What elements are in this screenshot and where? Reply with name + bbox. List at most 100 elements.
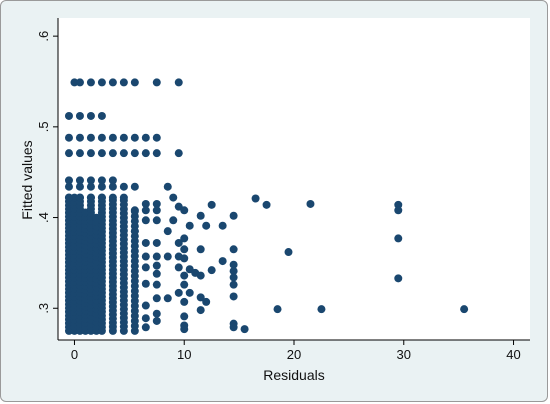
- data-point: [185, 221, 194, 230]
- data-point: [152, 133, 161, 142]
- x-tick-label: 10: [177, 347, 191, 362]
- data-point: [119, 193, 128, 202]
- data-point: [196, 306, 205, 315]
- data-point: [97, 176, 106, 185]
- data-point: [75, 182, 84, 191]
- data-point: [141, 199, 150, 208]
- data-point: [141, 301, 150, 310]
- data-point: [130, 227, 139, 236]
- data-point: [202, 221, 211, 230]
- data-point: [229, 280, 238, 289]
- data-point: [163, 227, 172, 236]
- data-point: [64, 111, 73, 120]
- data-point: [196, 245, 205, 254]
- data-point: [218, 221, 227, 230]
- data-point: [130, 133, 139, 142]
- data-point: [229, 273, 238, 282]
- data-point: [64, 133, 73, 142]
- data-point: [119, 149, 128, 158]
- data-point: [75, 133, 84, 142]
- data-point: [394, 234, 403, 243]
- data-point: [141, 238, 150, 247]
- data-point: [180, 206, 189, 215]
- data-point: [152, 261, 161, 270]
- data-point: [394, 206, 403, 215]
- data-point: [196, 293, 205, 302]
- data-point: [130, 78, 139, 87]
- data-point: [152, 206, 161, 215]
- data-point: [152, 252, 161, 261]
- data-point: [108, 149, 117, 158]
- data-point: [97, 111, 106, 120]
- data-point: [394, 274, 403, 283]
- data-point: [119, 182, 128, 191]
- data-point: [207, 266, 216, 275]
- y-tick-label: .5: [36, 121, 51, 132]
- data-point: [196, 271, 205, 280]
- data-point: [108, 78, 117, 87]
- data-point: [130, 182, 139, 191]
- data-point: [97, 193, 106, 202]
- data-point: [174, 238, 183, 247]
- data-point: [218, 257, 227, 266]
- data-point: [86, 176, 95, 185]
- data-point: [141, 279, 150, 288]
- data-point: [180, 254, 189, 263]
- data-point: [86, 111, 95, 120]
- data-point: [240, 325, 249, 334]
- data-point: [174, 288, 183, 297]
- data-point: [152, 269, 161, 278]
- x-tick-label: 20: [287, 347, 301, 362]
- data-point: [202, 297, 211, 306]
- data-point: [70, 78, 79, 87]
- data-point: [152, 216, 161, 225]
- y-tick-label: .3: [36, 303, 51, 314]
- x-tick-label: 0: [71, 347, 78, 362]
- data-point: [141, 323, 150, 332]
- data-point: [75, 111, 84, 120]
- x-axis-label: Residuals: [263, 367, 324, 383]
- data-point: [75, 176, 84, 185]
- plot-area: [58, 18, 530, 340]
- data-point: [141, 314, 150, 323]
- data-point: [229, 211, 238, 220]
- data-point: [163, 252, 172, 261]
- data-point: [152, 78, 161, 87]
- data-point: [174, 149, 183, 158]
- data-point: [64, 149, 73, 158]
- data-point: [119, 133, 128, 142]
- data-point: [64, 182, 73, 191]
- data-point: [86, 182, 95, 191]
- data-point: [152, 199, 161, 208]
- data-point: [163, 182, 172, 191]
- data-point: [64, 193, 73, 202]
- data-point: [141, 149, 150, 158]
- data-point: [273, 305, 282, 314]
- data-point: [108, 133, 117, 142]
- y-axis-label: Fitted values: [19, 140, 35, 219]
- data-point: [97, 149, 106, 158]
- data-point: [97, 133, 106, 142]
- data-point: [180, 297, 189, 306]
- data-point: [229, 267, 238, 276]
- data-point: [174, 78, 183, 87]
- x-tick-label: 40: [506, 347, 520, 362]
- data-point: [180, 271, 189, 280]
- data-point: [180, 312, 189, 321]
- data-point: [169, 193, 178, 202]
- y-tick-label: .6: [36, 31, 51, 42]
- data-point: [169, 216, 178, 225]
- data-point: [152, 316, 161, 325]
- data-point: [86, 78, 95, 87]
- data-point: [86, 133, 95, 142]
- y-tick-label: .4: [36, 212, 51, 223]
- data-point: [108, 193, 117, 202]
- data-point: [141, 216, 150, 225]
- data-point: [180, 280, 189, 289]
- data-point: [196, 211, 205, 220]
- data-point: [75, 149, 84, 158]
- data-point: [180, 325, 189, 334]
- data-point: [207, 200, 216, 209]
- data-point: [141, 206, 150, 215]
